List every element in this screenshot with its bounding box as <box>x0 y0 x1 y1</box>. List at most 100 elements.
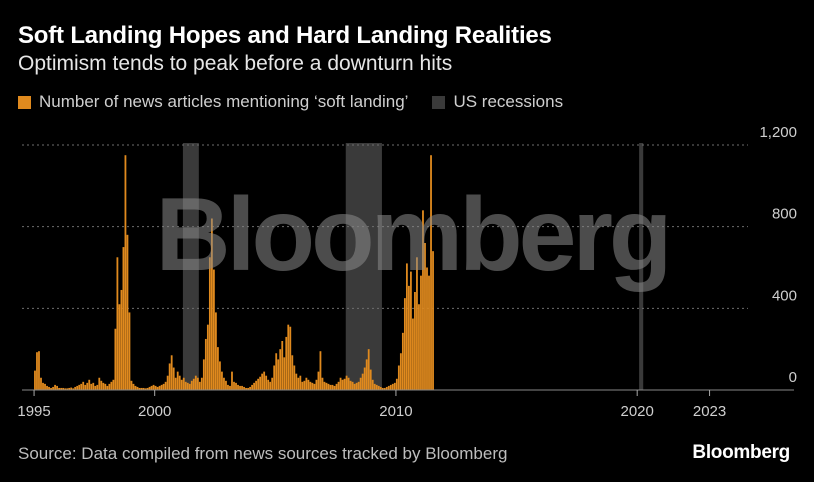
bar <box>265 375 268 390</box>
bar <box>86 382 89 390</box>
bar <box>136 386 139 390</box>
bar <box>70 387 73 390</box>
bar <box>299 375 302 390</box>
legend-label-recessions: US recessions <box>453 92 564 111</box>
bar <box>257 378 260 390</box>
legend-item-recessions: US recessions <box>432 92 563 112</box>
bar <box>271 377 274 390</box>
bar <box>357 381 360 390</box>
bar <box>126 234 129 390</box>
bar <box>255 380 258 390</box>
bar <box>393 382 396 390</box>
bar <box>373 383 376 390</box>
bar <box>414 292 416 390</box>
bar <box>313 383 316 390</box>
bar <box>369 369 372 390</box>
bar <box>52 386 54 390</box>
bar <box>118 304 121 390</box>
bar <box>38 351 40 390</box>
bar <box>96 384 99 390</box>
bar <box>241 385 243 390</box>
bar <box>150 385 153 390</box>
bar <box>416 257 418 390</box>
bar <box>405 263 408 390</box>
bar <box>259 376 262 390</box>
bar <box>225 380 227 390</box>
bar <box>333 385 336 390</box>
bar <box>74 386 77 390</box>
bar <box>44 383 46 390</box>
bar <box>221 371 223 390</box>
bar <box>170 355 173 390</box>
bar <box>212 269 215 390</box>
bar <box>263 371 266 390</box>
bar <box>267 379 270 390</box>
bar <box>140 387 143 390</box>
bar <box>412 318 414 390</box>
bar <box>196 377 199 390</box>
bar <box>407 285 410 390</box>
bar <box>120 289 123 390</box>
bar <box>106 385 109 390</box>
chart-title: Soft Landing Hopes and Hard Landing Real… <box>18 22 552 49</box>
bar <box>219 361 221 390</box>
recession-bands <box>182 143 644 390</box>
bar <box>164 381 167 390</box>
bar <box>102 382 105 390</box>
bar <box>124 155 127 390</box>
bar <box>229 385 231 390</box>
bar <box>158 385 161 390</box>
bar <box>98 377 101 390</box>
brand-logo: Bloomberg <box>692 442 790 463</box>
bar <box>64 388 67 390</box>
bar <box>389 384 392 390</box>
bar-series <box>34 155 434 390</box>
bar <box>72 388 75 390</box>
bar <box>194 375 197 390</box>
bar <box>132 383 135 390</box>
bar <box>227 384 229 390</box>
bar <box>154 385 157 390</box>
bar <box>381 387 384 390</box>
bar <box>379 386 382 390</box>
bar <box>40 377 42 390</box>
bar <box>261 373 264 390</box>
bar <box>295 373 298 390</box>
bar <box>337 381 340 390</box>
bar <box>108 383 111 390</box>
bar <box>82 381 85 390</box>
bar <box>114 328 117 390</box>
bar <box>138 387 141 390</box>
bar <box>210 218 213 390</box>
x-tick-label: 2000 <box>138 403 171 420</box>
bar <box>34 370 36 390</box>
bar <box>46 385 48 390</box>
bar <box>420 275 422 390</box>
bar <box>325 382 328 390</box>
bar <box>104 383 107 390</box>
bar <box>410 271 412 390</box>
bar <box>385 386 388 390</box>
chart-subtitle: Optimism tends to peak before a downturn… <box>18 52 453 75</box>
bar <box>186 382 189 390</box>
bar <box>198 381 201 390</box>
bar <box>303 380 306 390</box>
bar <box>301 381 304 390</box>
bar <box>401 332 404 390</box>
legend-item-articles: Number of news articles mentioning ‘soft… <box>18 92 408 112</box>
bar <box>60 387 63 390</box>
bar <box>235 382 237 390</box>
bar <box>62 387 65 390</box>
bar <box>168 363 171 390</box>
bar <box>68 387 71 390</box>
y-tick-label: 800 <box>772 206 797 223</box>
bar <box>80 383 83 390</box>
y-tick-label: 0 <box>789 369 797 386</box>
bar <box>144 388 147 390</box>
bar <box>214 312 217 390</box>
x-tick-label: 1995 <box>17 403 50 420</box>
bar <box>291 355 294 390</box>
bar <box>142 387 145 390</box>
bar <box>88 379 91 390</box>
bar <box>387 385 390 390</box>
